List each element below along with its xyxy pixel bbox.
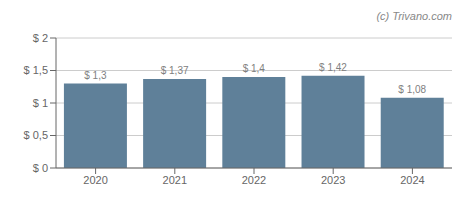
svg-text:2024: 2024 [400, 174, 424, 186]
svg-text:2021: 2021 [163, 174, 187, 186]
svg-text:$ 0: $ 0 [33, 162, 48, 174]
svg-text:$ 1,3: $ 1,3 [84, 70, 107, 81]
svg-text:2020: 2020 [83, 174, 107, 186]
svg-text:$ 0,5: $ 0,5 [24, 129, 48, 141]
svg-text:$ 1,08: $ 1,08 [398, 84, 426, 95]
svg-text:$ 1,37: $ 1,37 [161, 65, 189, 76]
svg-text:$ 1: $ 1 [33, 97, 48, 109]
svg-text:2022: 2022 [242, 174, 266, 186]
html-text:(c) Trivano.com: (c) Trivano.com [376, 10, 452, 22]
svg-text:2023: 2023 [321, 174, 345, 186]
svg-text:$ 2: $ 2 [33, 32, 48, 44]
svg-text:$ 1,5: $ 1,5 [24, 64, 48, 76]
svg-text:$ 1,42: $ 1,42 [319, 62, 347, 73]
svg-text:$ 1,4: $ 1,4 [243, 63, 266, 74]
